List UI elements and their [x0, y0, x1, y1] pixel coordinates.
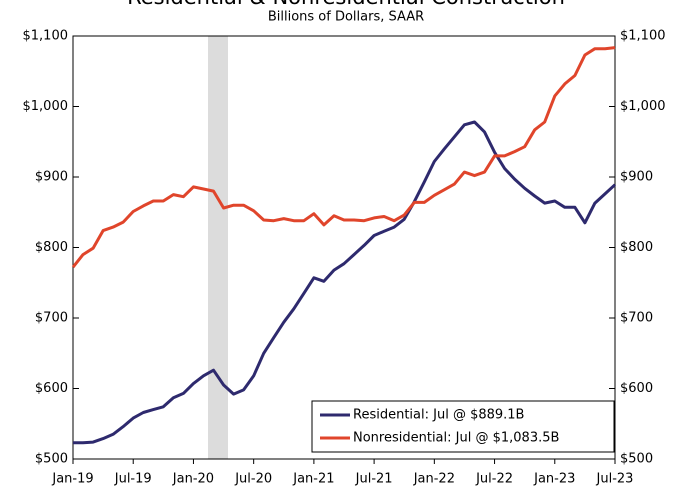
- y2-tick-label: $1,100: [620, 29, 666, 44]
- x-tick-label: Jan-22: [413, 472, 455, 487]
- chart-subtitle: Billions of Dollars, SAAR: [268, 10, 424, 25]
- y-tick-label: $900: [35, 170, 68, 185]
- plot-frame: [72, 35, 616, 460]
- y-tick-label: $500: [35, 452, 68, 467]
- series-line: [71, 46, 616, 269]
- y2-tick-label: $600: [620, 381, 653, 396]
- x-tick-label: Jan-21: [292, 472, 334, 487]
- y-tick-label: $1,100: [23, 29, 69, 44]
- x-tick-label: Jul-20: [234, 472, 272, 487]
- x-tick-label: Jan-19: [51, 472, 93, 487]
- legend-label: Residential: Jul @ $889.1B: [353, 408, 524, 423]
- x-tick-label: Jul-23: [596, 472, 634, 487]
- y-tick-label: $1,000: [23, 99, 69, 114]
- y2-tick-label: $700: [620, 311, 653, 326]
- y2-tick-label: $900: [620, 170, 653, 185]
- y2-tick-label: $500: [620, 452, 653, 467]
- legend-label: Nonresidential: Jul @ $1,083.5B: [353, 431, 559, 446]
- y-tick-label: $700: [35, 311, 68, 326]
- x-tick-label: Jul-19: [114, 472, 152, 487]
- y2-tick-label: $1,000: [620, 99, 666, 114]
- chart-title: Residential & Nonresidential Constructio…: [127, 0, 565, 9]
- x-tick-label: Jan-20: [172, 472, 214, 487]
- x-tick-label: Jul-21: [355, 472, 393, 487]
- series-line: [73, 120, 617, 445]
- y2-tick-label: $800: [620, 240, 653, 255]
- x-tick-label: Jul-22: [475, 472, 513, 487]
- recession-shade: [208, 36, 228, 459]
- legend-box: [311, 400, 615, 453]
- y-tick-label: $800: [35, 240, 68, 255]
- x-tick-label: Jan-23: [533, 472, 575, 487]
- y-tick-label: $600: [35, 381, 68, 396]
